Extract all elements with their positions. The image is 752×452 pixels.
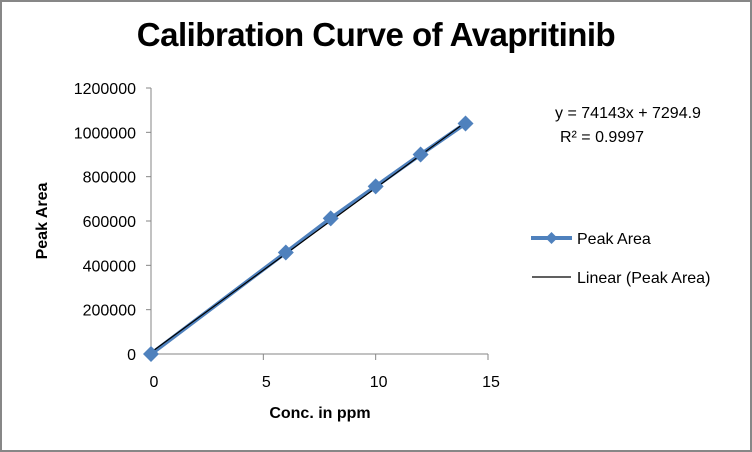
data-point-marker <box>322 210 339 227</box>
trendline-equation: y = 74143x + 7294.9 <box>555 105 701 122</box>
x-tick-label: 15 <box>482 374 500 391</box>
y-tick-label: 400000 <box>83 258 136 275</box>
y-tick-label: 200000 <box>83 303 136 320</box>
y-tick-label: 1000000 <box>74 125 136 142</box>
data-point-marker <box>277 244 294 261</box>
legend-trendline-label: Linear (Peak Area) <box>577 270 710 287</box>
data-point-marker <box>412 146 429 163</box>
x-tick-label: 0 <box>150 374 159 391</box>
data-point-marker <box>143 346 159 362</box>
x-tick-label: 10 <box>370 374 388 391</box>
legend-series-marker <box>545 232 558 244</box>
x-tick-label: 5 <box>262 374 271 391</box>
series <box>143 115 474 362</box>
legend-series-label: Peak Area <box>577 231 651 248</box>
ticks: 0 200000 400000 600000 800000 1000000 1200000 0… <box>74 81 500 391</box>
chart-title: Calibration Curve of Avapritinib <box>136 16 616 53</box>
y-tick-label: 600000 <box>83 214 136 231</box>
trendline-r-squared: R² = 0.9997 <box>560 129 644 146</box>
y-tick-label: 0 <box>127 347 136 364</box>
trendline-linear <box>150 121 466 353</box>
y-tick-label: 800000 <box>83 170 136 187</box>
legend: Peak Area Linear (Peak Area) <box>531 231 710 287</box>
y-axis-title: Peak Area <box>34 183 51 260</box>
data-point-marker <box>367 178 384 195</box>
x-axis-title: Conc. in ppm <box>269 405 370 422</box>
data-point-marker <box>457 115 474 132</box>
y-tick-label: 1200000 <box>74 81 136 98</box>
